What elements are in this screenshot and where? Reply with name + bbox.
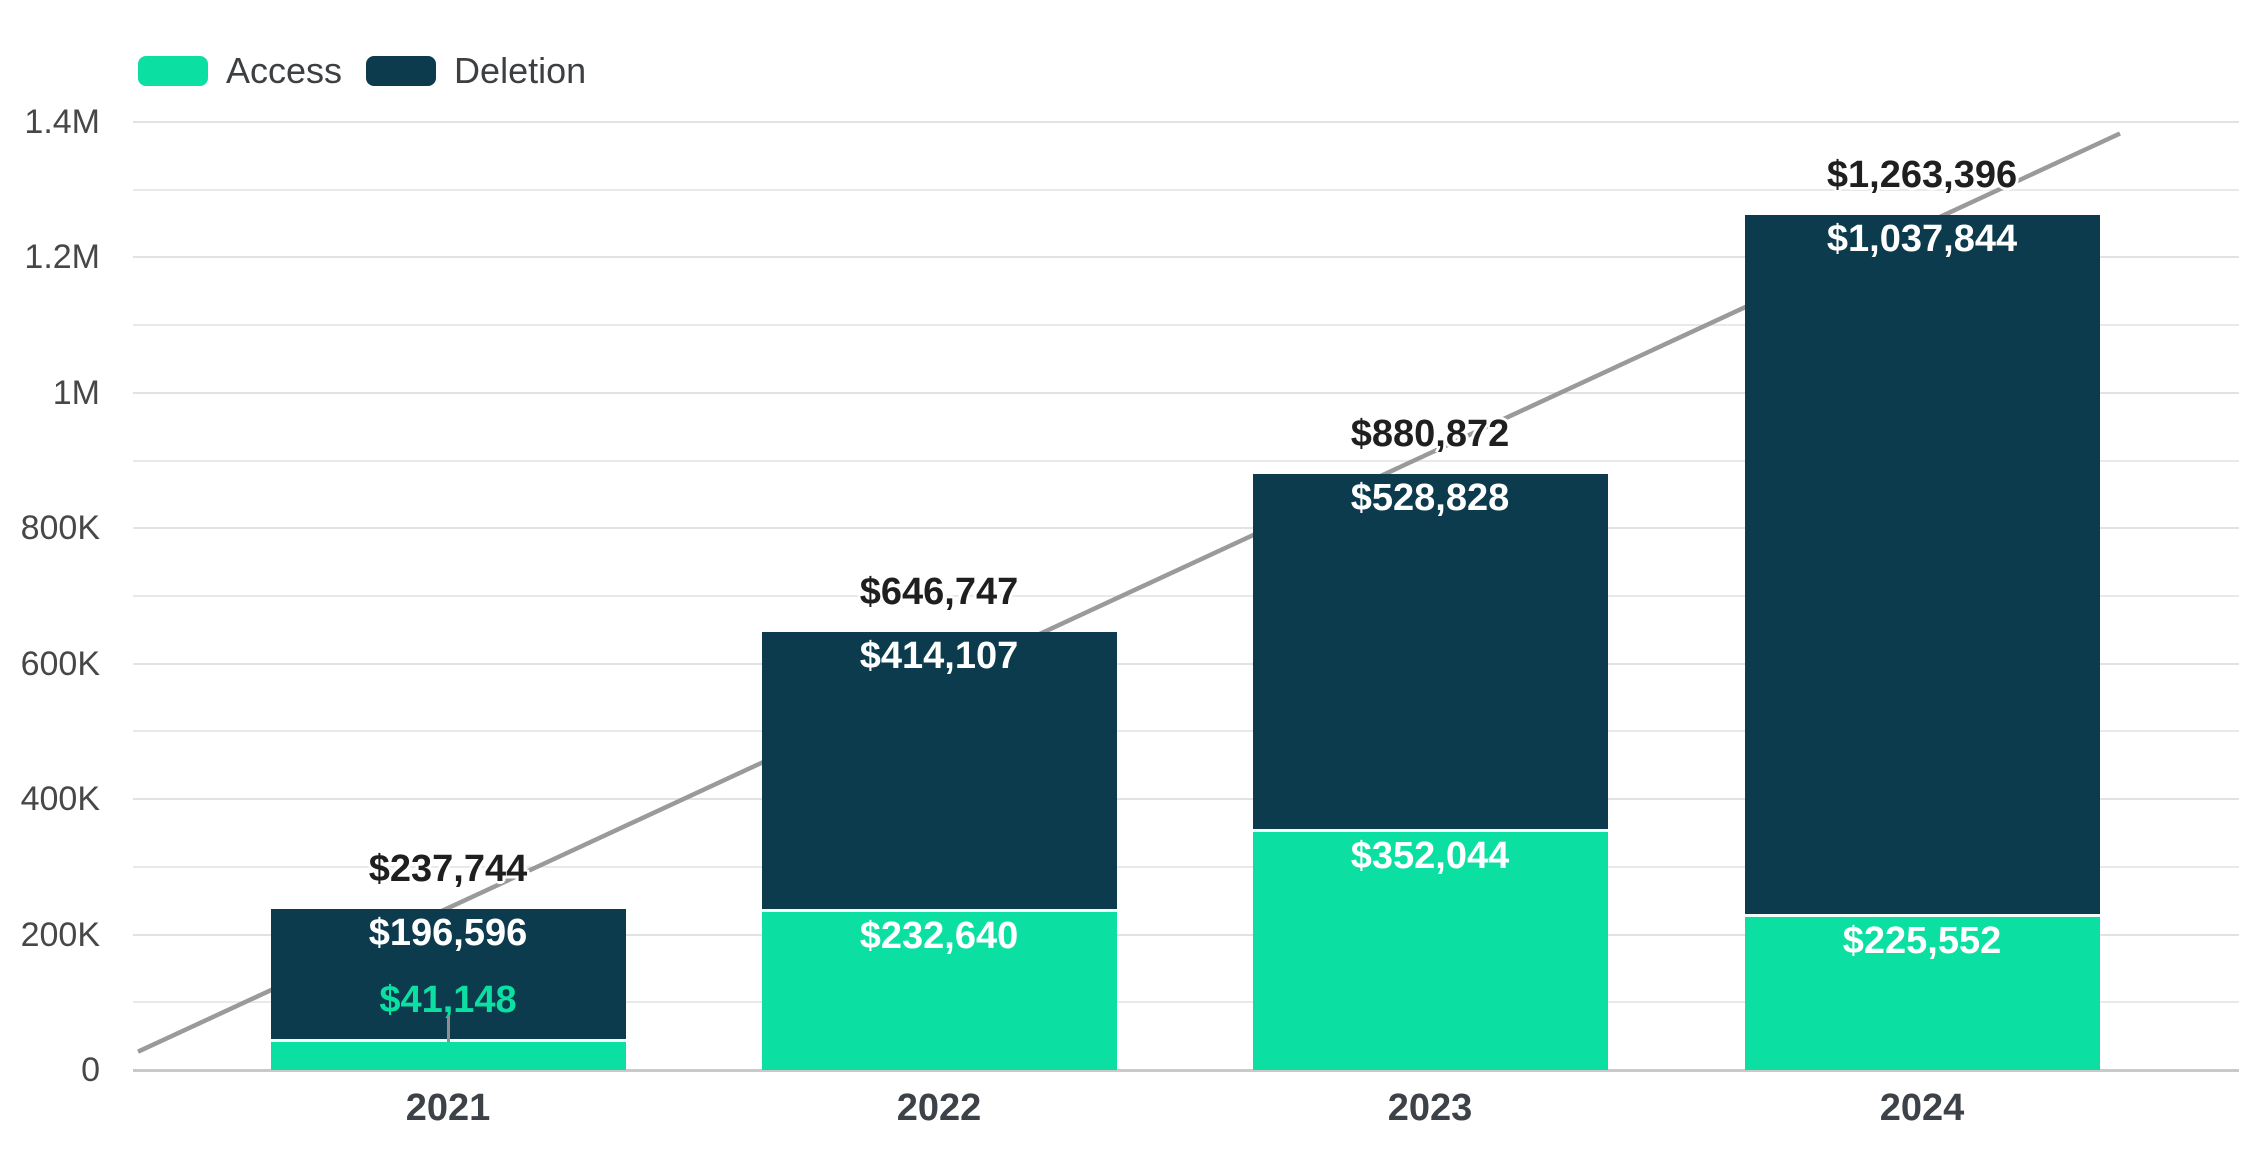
gridline (133, 324, 2239, 327)
bar-group-2024 (1744, 214, 2100, 1070)
gridline (133, 121, 2239, 123)
legend-label-deletion: Deletion (454, 50, 587, 91)
gridline (133, 256, 2239, 259)
legend-item-deletion[interactable]: Deletion (366, 53, 586, 89)
bar-group-2023 (1252, 473, 1608, 1070)
gridline (133, 730, 2239, 733)
access-value-label: $352,044 (1350, 834, 1510, 877)
bar-group-2022 (761, 632, 1117, 1070)
label-leader-line (446, 1015, 450, 1043)
gridline (133, 662, 2239, 665)
bar-segment-deletion[interactable] (761, 632, 1117, 913)
gridline (133, 865, 2239, 868)
y-axis-tick-label: 1.2M (24, 238, 100, 277)
legend-label-access: Access (226, 50, 343, 91)
total-label: $237,744 (368, 848, 528, 890)
y-axis-tick-label: 600K (20, 644, 100, 683)
y-axis-tick-label: 1.4M (24, 103, 100, 141)
y-axis-tick-label: 400K (20, 780, 100, 819)
gridline (133, 1069, 2239, 1072)
access-value-label: $232,640 (859, 915, 1019, 958)
gridline (133, 595, 2239, 597)
legend-item-access[interactable]: Access (138, 53, 342, 89)
gridline (133, 459, 2239, 462)
deletion-value-label: $414,107 (859, 635, 1019, 678)
y-axis-tick-label: 800K (20, 509, 100, 548)
legend-swatch-deletion-icon (366, 56, 437, 86)
gridline (133, 391, 2239, 394)
bar-segment-access[interactable] (270, 1042, 626, 1070)
legend-swatch-access-icon (138, 56, 208, 86)
deletion-value-label: $528,828 (1350, 476, 1510, 519)
total-label: $880,872 (1350, 412, 1510, 455)
x-axis-label: 2021 (405, 1087, 491, 1129)
bar-segment-deletion[interactable] (1744, 214, 2100, 918)
gridline (133, 188, 2239, 191)
gridline (133, 933, 2239, 936)
deletion-value-label: $1,037,844 (1826, 217, 2018, 260)
y-axis-tick-label: 0 (81, 1051, 100, 1089)
plot-area: $237,744 $196,596 $41,148 $646,747 $414,107 $… (133, 121, 2239, 1072)
y-axis-tick-label: 1M (52, 373, 100, 412)
access-value-label: $225,552 (1842, 920, 2002, 963)
total-label: $646,747 (859, 571, 1019, 614)
bar-segment-access[interactable] (761, 912, 1117, 1070)
deletion-value-label: $196,596 (368, 912, 528, 954)
y-axis-tick-label: 200K (20, 915, 100, 954)
bar-segment-access[interactable] (1252, 831, 1608, 1070)
gridline (133, 798, 2239, 801)
legend: Access Deletion (138, 53, 586, 89)
bar-segment-deletion[interactable] (1252, 473, 1608, 832)
x-axis-label: 2022 (896, 1087, 982, 1129)
gridline (133, 527, 2239, 530)
access-value-label: $41,148 (379, 979, 517, 1022)
x-axis-label: 2024 (1879, 1087, 1965, 1129)
gridline (133, 1001, 2239, 1004)
total-label: $1,263,396 (1826, 153, 2018, 196)
x-axis-label: 2023 (1387, 1087, 1473, 1129)
bar-segment-access[interactable] (1744, 917, 2100, 1070)
